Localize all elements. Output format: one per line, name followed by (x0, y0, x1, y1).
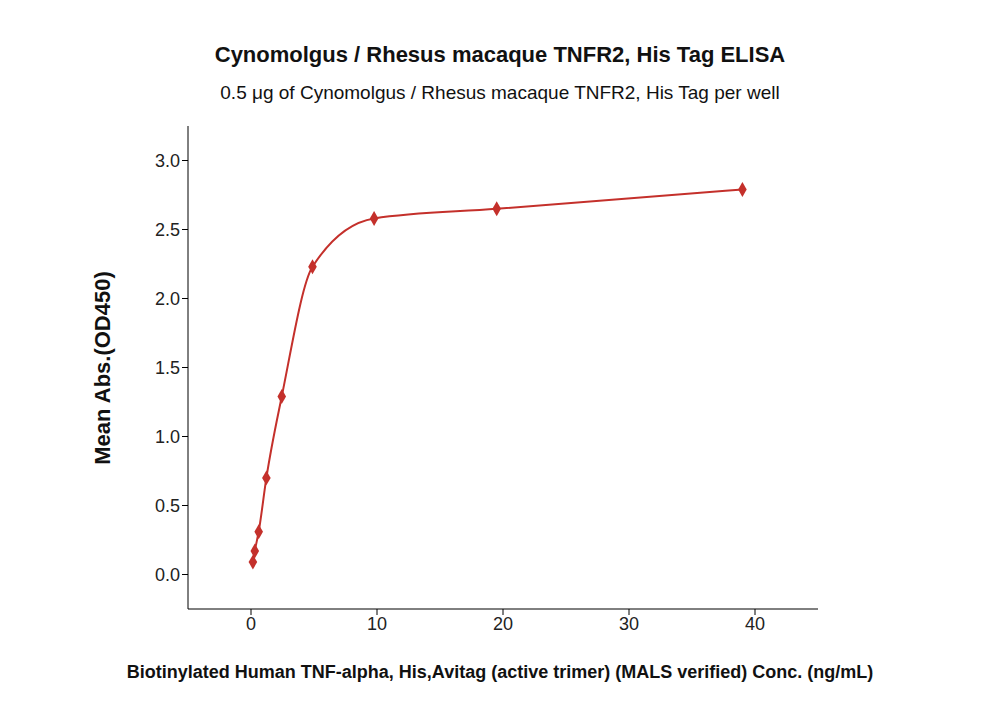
svg-text:0.5: 0.5 (155, 496, 180, 516)
html-text:Cynomolgus / Rhesus macaque TN: Cynomolgus / Rhesus macaque TNFR2, His T… (214, 42, 786, 67)
svg-text:40: 40 (745, 614, 765, 634)
svg-text:2.5: 2.5 (155, 220, 180, 240)
svg-text:30: 30 (619, 614, 639, 634)
svg-text:20: 20 (493, 614, 513, 634)
svg-text:10: 10 (367, 614, 387, 634)
html-text:Mean Abs.(OD450): Mean Abs.(OD450) (90, 270, 115, 465)
html-text:Biotinylated Human TNF-alpha,: Biotinylated Human TNF-alpha, His,Avitag… (126, 662, 874, 682)
svg-text:2.0: 2.0 (155, 289, 180, 309)
svg-text:1.5: 1.5 (155, 358, 180, 378)
html-text:0.5 μg of Cynomolgus / Rhesus: 0.5 μg of Cynomolgus / Rhesus macaque TN… (220, 82, 780, 103)
svg-text:0.0: 0.0 (155, 565, 180, 585)
svg-text:0: 0 (246, 614, 256, 634)
svg-text:3.0: 3.0 (155, 151, 180, 171)
svg-text:1.0: 1.0 (155, 427, 180, 447)
